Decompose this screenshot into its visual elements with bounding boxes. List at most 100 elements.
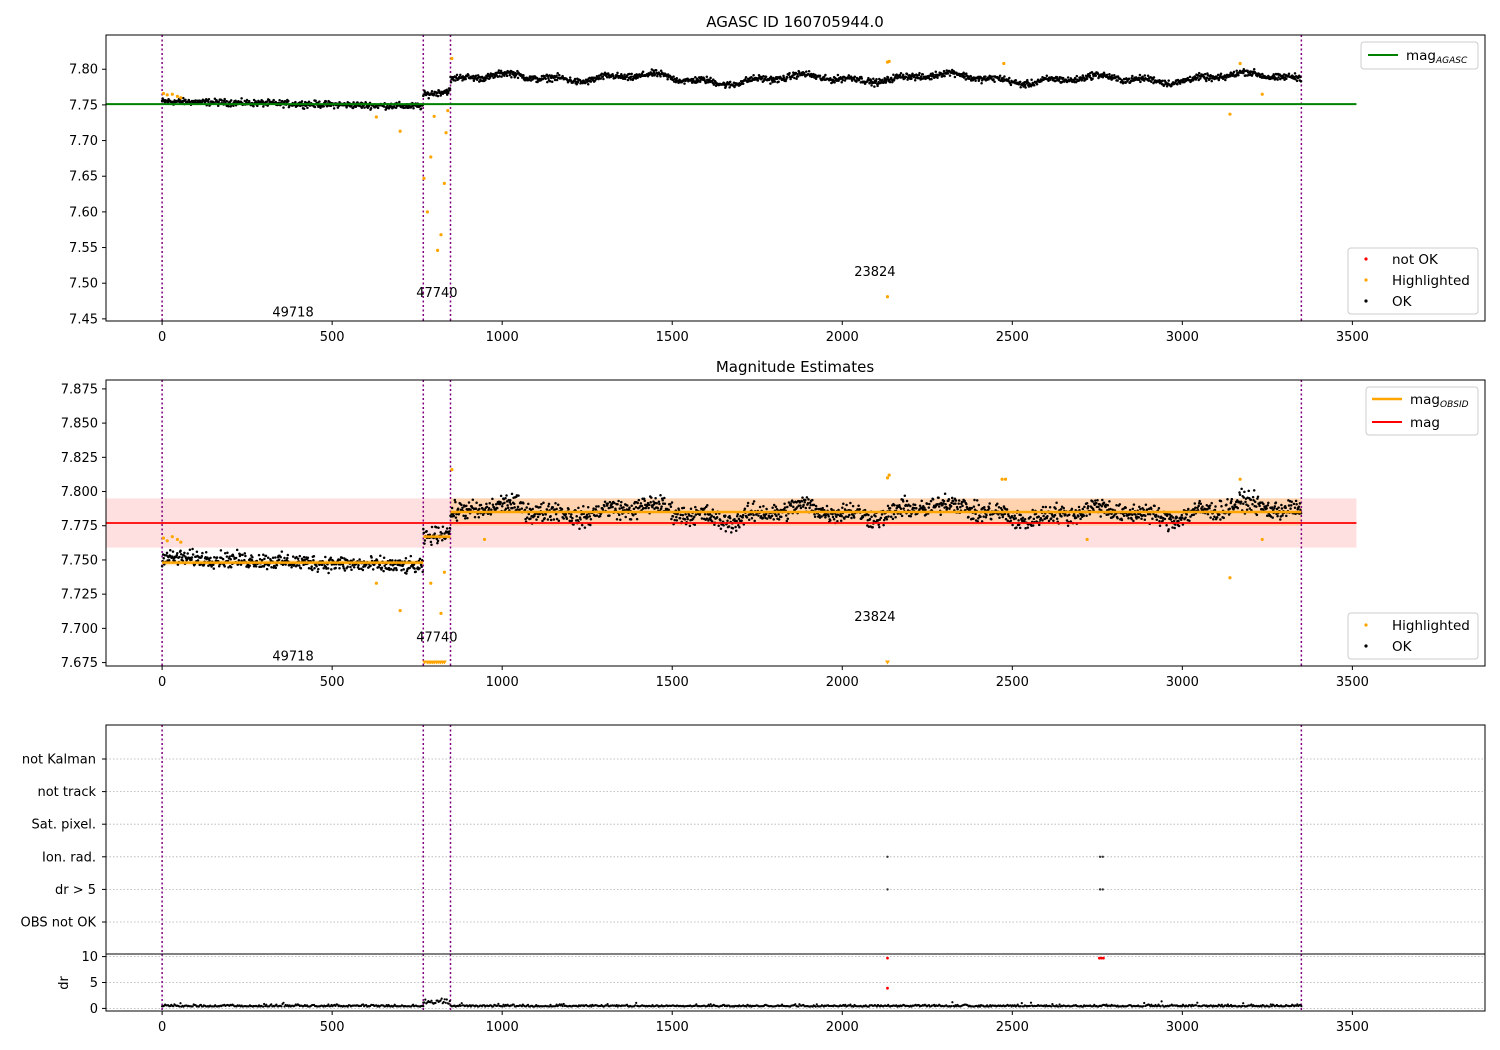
ok-point <box>961 504 964 508</box>
ok-point <box>759 515 763 518</box>
ok-point <box>650 496 653 499</box>
ok-point <box>950 496 954 500</box>
ok-point <box>252 565 256 568</box>
ok-point <box>985 513 988 517</box>
ok-point <box>728 516 732 520</box>
ok-point <box>809 503 812 507</box>
ok-point <box>1101 498 1104 502</box>
ok-point <box>227 105 230 108</box>
ok-point <box>1255 505 1258 508</box>
ok-point <box>888 80 892 84</box>
x-tick-label: 1000 <box>486 330 519 345</box>
ok-point <box>1193 502 1197 505</box>
ok-point <box>682 506 686 510</box>
ok-point <box>774 505 778 509</box>
ok-point <box>963 75 966 78</box>
ok-point <box>307 100 311 104</box>
ok-point <box>656 506 660 510</box>
ok-point <box>734 525 737 529</box>
ok-point <box>1104 505 1107 509</box>
ok-point <box>694 505 697 509</box>
legend-label-not-ok: not OK <box>1392 252 1439 268</box>
ok-point <box>649 71 652 74</box>
ok-point <box>1070 77 1073 81</box>
ok-point <box>1094 74 1098 77</box>
ok-point <box>522 502 525 505</box>
ok-point <box>800 499 804 503</box>
ok-point <box>1094 499 1097 502</box>
ok-point <box>918 504 922 508</box>
ok-point <box>1124 506 1127 510</box>
ok-point <box>1289 507 1292 510</box>
ok-point <box>850 516 853 520</box>
ok-point <box>540 502 543 506</box>
ok-point <box>1208 77 1212 80</box>
x-tick-label: 3000 <box>1166 675 1199 690</box>
ok-point <box>977 517 980 520</box>
ok-point <box>1270 506 1274 509</box>
ok-point <box>656 74 659 78</box>
ok-point <box>405 572 408 575</box>
ok-point <box>831 515 835 519</box>
legend-marker-ok <box>1364 644 1368 648</box>
ok-point <box>871 525 874 529</box>
ok-point <box>1158 524 1162 527</box>
ok-point <box>1220 505 1223 508</box>
ok-point <box>608 514 611 517</box>
y-tick-label: 7.75 <box>69 98 98 113</box>
ok-point <box>1014 79 1018 82</box>
ok-point <box>909 504 912 508</box>
ok-point <box>404 557 408 560</box>
ok-point <box>440 532 444 535</box>
ok-point <box>939 513 942 517</box>
ok-point <box>509 499 512 502</box>
ok-point <box>628 72 631 76</box>
ok-point <box>630 504 633 507</box>
flag-category-label: not Kalman <box>22 753 96 768</box>
ok-point <box>430 525 434 529</box>
estimates-legend-upper: magOBSID mag <box>1365 386 1479 436</box>
ok-point <box>930 77 933 81</box>
ok-point <box>568 76 572 79</box>
ok-point <box>1295 79 1299 83</box>
ok-point <box>1178 82 1182 85</box>
ok-point <box>1026 526 1030 529</box>
ok-point <box>940 501 943 505</box>
ok-point <box>624 515 627 519</box>
ok-point <box>1252 68 1256 71</box>
ok-point <box>746 504 749 508</box>
ok-point <box>283 556 286 560</box>
ok-point <box>777 518 781 521</box>
ok-point <box>557 519 561 522</box>
ok-point <box>1082 514 1086 518</box>
ok-point <box>504 507 508 511</box>
ok-point <box>709 76 712 80</box>
ok-point <box>814 77 818 80</box>
ok-point <box>351 563 354 567</box>
highlighted-point <box>1003 477 1008 481</box>
ok-point <box>1064 513 1067 516</box>
ok-point <box>777 512 780 516</box>
dr-point <box>262 1005 265 1008</box>
highlighted-point <box>429 581 433 585</box>
ok-point <box>182 96 185 100</box>
ok-point <box>1059 508 1063 511</box>
ok-point <box>613 501 616 505</box>
ok-point <box>1247 73 1250 77</box>
ok-point <box>637 498 641 502</box>
ok-point <box>1044 505 1048 509</box>
ok-point <box>1132 519 1135 523</box>
ok-point <box>588 515 592 518</box>
ok-point <box>516 508 519 511</box>
ok-point <box>1242 502 1245 506</box>
ok-point <box>582 504 585 508</box>
ok-point <box>481 507 484 510</box>
obsid-label: 47740 <box>416 631 457 646</box>
ok-point <box>554 512 558 516</box>
ok-point <box>1116 79 1119 82</box>
ok-point <box>827 515 830 518</box>
ok-point <box>744 76 748 79</box>
ok-point <box>715 516 719 519</box>
ok-point <box>313 566 316 570</box>
ok-point <box>683 518 687 521</box>
